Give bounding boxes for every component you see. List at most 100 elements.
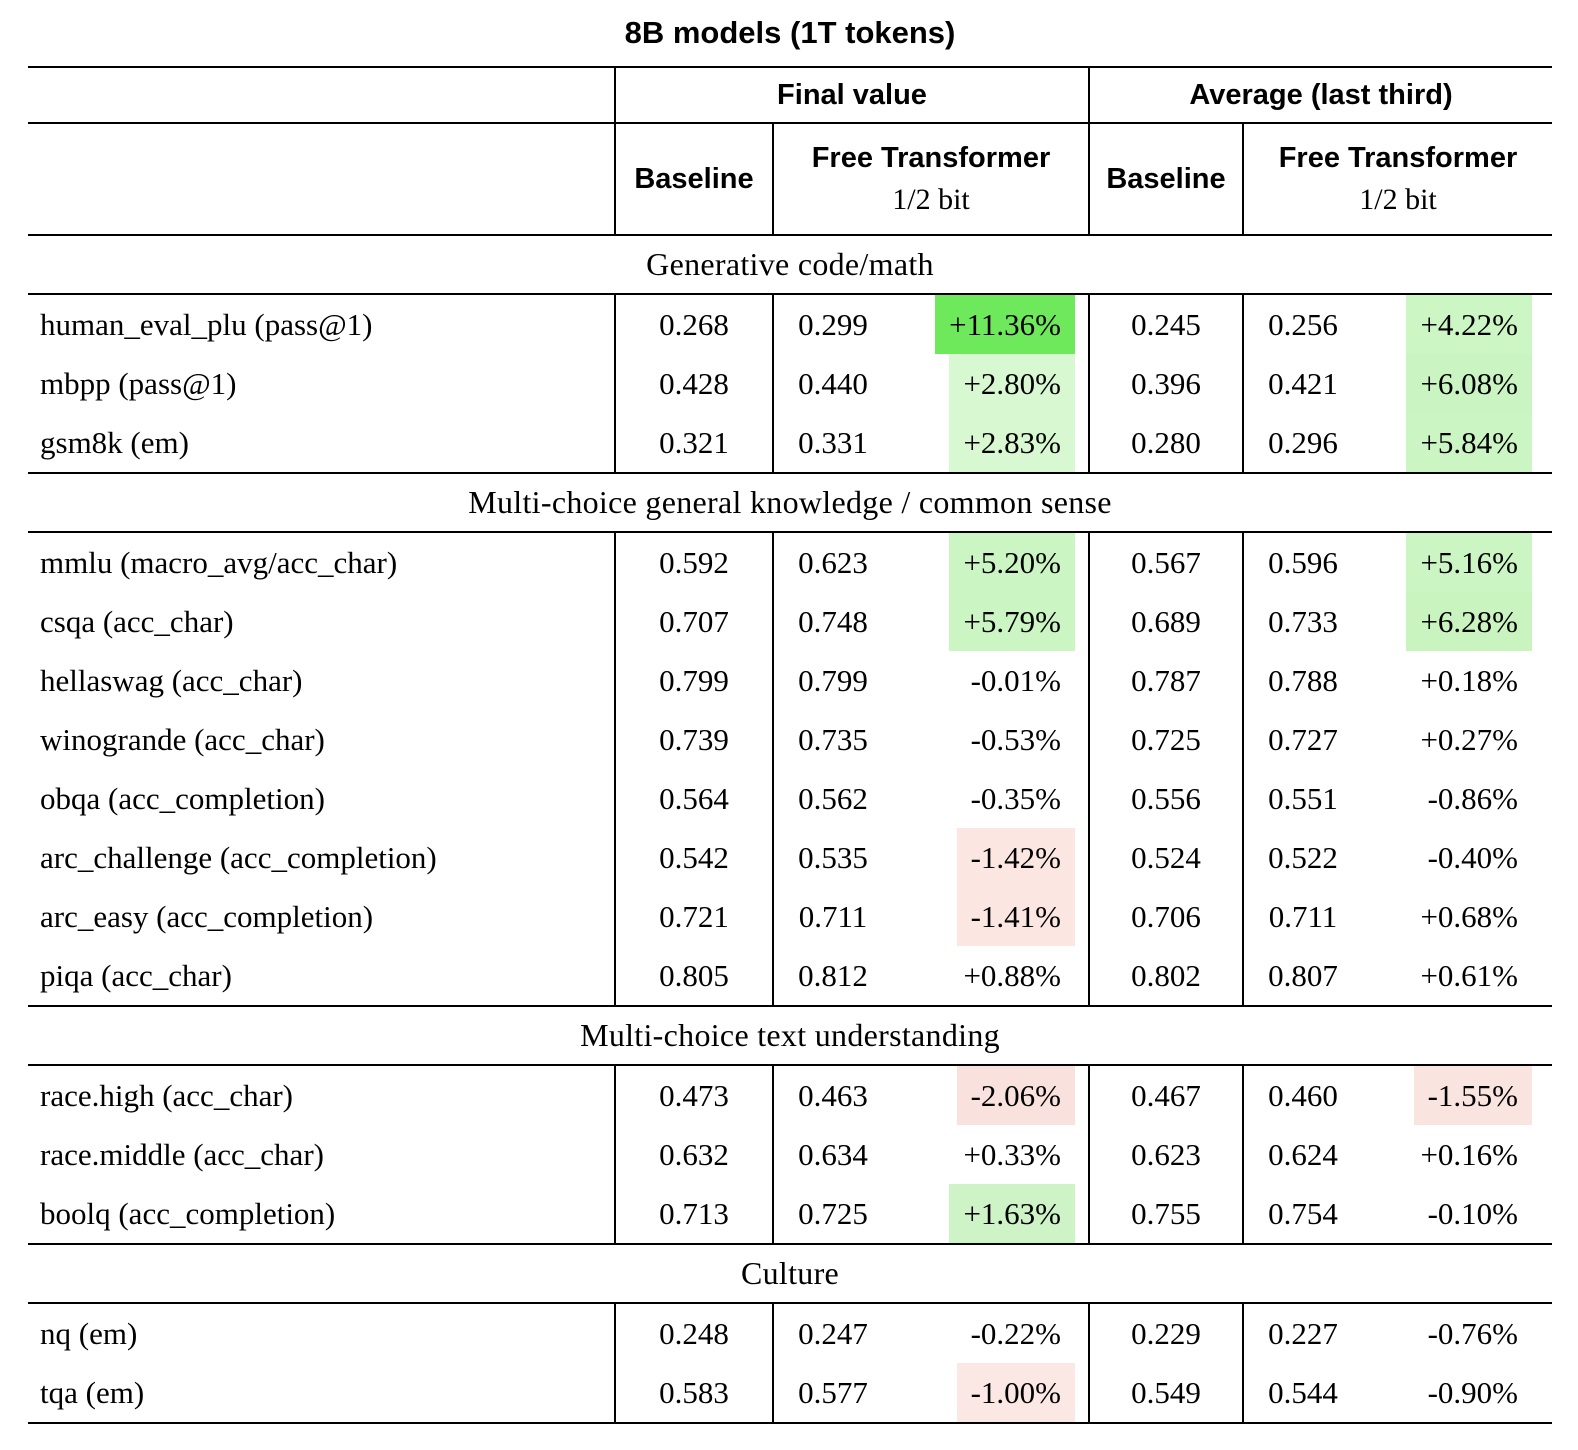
benchmark-label: race.middle (acc_char) <box>40 1136 324 1172</box>
ft-header-final-name: Free Transformer <box>811 141 1051 174</box>
final-ft-value: 0.562 <box>798 780 868 816</box>
avg-ft-delta: -0.40% <box>1427 839 1518 875</box>
section: Culture nq (em) 0.248 0.247 -0.22% 0.229 0.227… <box>28 1245 1552 1424</box>
benchmark-row: hellaswag (acc_char) 0.799 0.799 -0.01% 0.78… <box>28 651 1552 710</box>
final-ft-value: 0.299 <box>798 306 868 342</box>
final-ft-delta: -0.01% <box>970 662 1061 698</box>
final-ft-delta: +5.79% <box>949 592 1075 651</box>
benchmark-label: winogrande (acc_char) <box>40 721 325 757</box>
final-ft-delta: -1.41% <box>956 887 1075 946</box>
ft-header-average-name: Free Transformer <box>1278 141 1518 174</box>
final-ft-cell: 0.562 -0.35% <box>772 769 1088 828</box>
benchmark-row: arc_challenge (acc_completion) 0.542 0.535… <box>28 828 1552 887</box>
avg-ft-value: 0.227 <box>1268 1315 1338 1351</box>
avg-ft-delta-wrap: +0.61% <box>1362 946 1552 1005</box>
avg-ft-delta: +4.22% <box>1406 295 1532 354</box>
avg-ft-delta: -0.76% <box>1427 1315 1518 1351</box>
final-ft-value: 0.735 <box>798 721 868 757</box>
final-ft-delta-wrap: +0.88% <box>892 946 1088 1005</box>
ft-header-final-sub: 1/2 bit <box>892 182 970 216</box>
benchmark-label: csqa (acc_char) <box>40 603 234 639</box>
benchmark-row: tqa (em) 0.583 0.577 -1.00% 0.549 0.544 -0.90% <box>28 1363 1552 1422</box>
final-baseline-value: 0.564 <box>614 769 772 828</box>
column-group-final: Final value <box>614 68 1088 122</box>
final-ft-delta-wrap: +1.63% <box>892 1184 1088 1243</box>
avg-ft-cell: 0.624 +0.16% <box>1242 1125 1552 1184</box>
ft-header-final: Free Transformer 1/2 bit <box>772 124 1088 234</box>
final-ft-delta: -1.42% <box>956 828 1075 887</box>
section: Multi-choice text understanding race.high… <box>28 1007 1552 1245</box>
column-group-header-row: Final value Average (last third) <box>28 66 1552 124</box>
benchmark-row: boolq (acc_completion) 0.713 0.725 +1.63% 0.… <box>28 1184 1552 1243</box>
final-baseline-value: 0.473 <box>614 1066 772 1125</box>
final-ft-delta: -0.53% <box>970 721 1061 757</box>
avg-baseline-value: 0.467 <box>1088 1066 1242 1125</box>
final-ft-cell: 0.634 +0.33% <box>772 1125 1088 1184</box>
section: Generative code/math human_eval_plu (pass… <box>28 236 1552 474</box>
avg-baseline-value: 0.549 <box>1088 1363 1242 1422</box>
avg-ft-delta-wrap: -0.86% <box>1362 769 1552 828</box>
avg-ft-delta: +0.68% <box>1420 898 1518 934</box>
avg-ft-value: 0.551 <box>1268 780 1338 816</box>
avg-ft-delta: +0.27% <box>1420 721 1518 757</box>
avg-ft-delta-wrap: -0.10% <box>1362 1184 1552 1243</box>
label-column-spacer <box>28 68 614 122</box>
avg-ft-value: 0.596 <box>1268 544 1338 580</box>
avg-ft-value: 0.522 <box>1268 839 1338 875</box>
final-ft-delta: +2.80% <box>949 354 1075 413</box>
section: Multi-choice general knowledge / common … <box>28 474 1552 1007</box>
avg-ft-cell: 0.421 +6.08% <box>1242 354 1552 413</box>
avg-ft-cell: 0.460 -1.55% <box>1242 1066 1552 1125</box>
benchmark-label: arc_challenge (acc_completion) <box>40 839 437 875</box>
column-header-row: Baseline Free Transformer 1/2 bit Baseli… <box>28 124 1552 236</box>
final-baseline-value: 0.321 <box>614 413 772 472</box>
final-ft-delta: -0.35% <box>970 780 1061 816</box>
avg-ft-cell: 0.256 +4.22% <box>1242 295 1552 354</box>
avg-ft-cell: 0.551 -0.86% <box>1242 769 1552 828</box>
section-header: Multi-choice general knowledge / common … <box>28 474 1552 533</box>
final-ft-delta-wrap: -1.00% <box>892 1363 1088 1422</box>
benchmark-label: mbpp (pass@1) <box>40 365 237 401</box>
avg-ft-value: 0.711 <box>1268 898 1338 934</box>
final-baseline-value: 0.805 <box>614 946 772 1005</box>
final-ft-delta-wrap: +0.33% <box>892 1125 1088 1184</box>
final-baseline-value: 0.632 <box>614 1125 772 1184</box>
avg-ft-delta-wrap: +5.84% <box>1362 413 1552 472</box>
final-ft-value: 0.799 <box>798 662 868 698</box>
avg-ft-cell: 0.754 -0.10% <box>1242 1184 1552 1243</box>
avg-ft-delta-wrap: +0.18% <box>1362 651 1552 710</box>
final-ft-delta-wrap: -0.35% <box>892 769 1088 828</box>
final-ft-cell: 0.748 +5.79% <box>772 592 1088 651</box>
benchmark-row: nq (em) 0.248 0.247 -0.22% 0.229 0.227 -0.76% <box>28 1304 1552 1363</box>
avg-ft-delta-wrap: -0.40% <box>1362 828 1552 887</box>
avg-baseline-value: 0.567 <box>1088 533 1242 592</box>
final-ft-cell: 0.535 -1.42% <box>772 828 1088 887</box>
avg-baseline-value: 0.802 <box>1088 946 1242 1005</box>
benchmark-row: winogrande (acc_char) 0.739 0.735 -0.53% 0.7… <box>28 710 1552 769</box>
avg-ft-delta: -0.90% <box>1427 1374 1518 1410</box>
final-ft-cell: 0.711 -1.41% <box>772 887 1088 946</box>
final-baseline-value: 0.542 <box>614 828 772 887</box>
label-column-spacer <box>28 124 614 234</box>
final-ft-cell: 0.799 -0.01% <box>772 651 1088 710</box>
avg-baseline-value: 0.396 <box>1088 354 1242 413</box>
benchmark-label: mmlu (macro_avg/acc_char) <box>40 544 398 580</box>
final-ft-cell: 0.725 +1.63% <box>772 1184 1088 1243</box>
avg-ft-delta-wrap: +0.27% <box>1362 710 1552 769</box>
avg-ft-delta-wrap: +6.08% <box>1362 354 1552 413</box>
final-ft-delta: +2.83% <box>949 413 1075 472</box>
final-baseline-value: 0.583 <box>614 1363 772 1422</box>
final-ft-delta-wrap: -2.06% <box>892 1066 1088 1125</box>
avg-ft-delta: +6.28% <box>1406 592 1532 651</box>
final-ft-delta-wrap: +5.20% <box>892 533 1088 592</box>
avg-ft-cell: 0.733 +6.28% <box>1242 592 1552 651</box>
final-baseline-value: 0.799 <box>614 651 772 710</box>
benchmark-label: boolq (acc_completion) <box>40 1195 336 1231</box>
final-ft-delta: +0.88% <box>963 957 1061 993</box>
benchmark-row: human_eval_plu (pass@1) 0.268 0.299 +11.36%… <box>28 295 1552 354</box>
baseline-header-final: Baseline <box>614 124 772 234</box>
final-ft-delta: +5.20% <box>949 533 1075 592</box>
baseline-header-average: Baseline <box>1088 124 1242 234</box>
results-table: 8B models (1T tokens) Final value Averag… <box>28 0 1552 1424</box>
section-header: Generative code/math <box>28 236 1552 295</box>
